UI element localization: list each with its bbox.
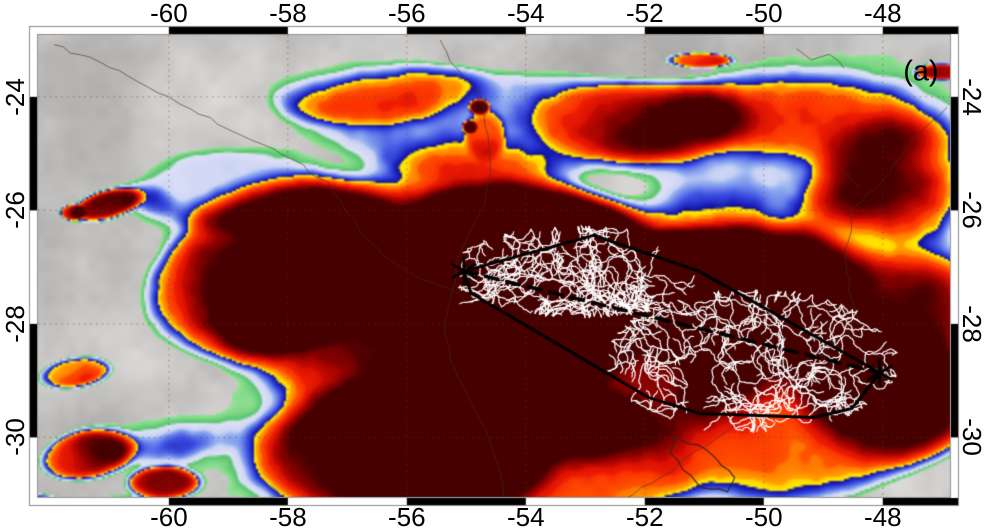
y-tick-label: -28 — [957, 305, 987, 343]
y-tick-label: -30 — [0, 418, 30, 457]
x-tick-label: -50 — [744, 502, 783, 532]
x-tick-label: -48 — [863, 0, 902, 28]
x-tick-label: -58 — [269, 502, 307, 532]
x-tick-label: -50 — [744, 0, 783, 28]
y-tick-label: -24 — [0, 78, 30, 116]
x-tick-label: -60 — [150, 0, 188, 28]
y-tick-label: -30 — [957, 418, 987, 457]
x-tick-label: -54 — [507, 0, 545, 28]
x-tick-label: -52 — [626, 502, 664, 532]
y-tick-label: -28 — [0, 305, 30, 343]
y-tick-label: -26 — [0, 191, 30, 230]
x-tick-label: -58 — [269, 0, 307, 28]
x-tick-label: -56 — [388, 0, 426, 28]
panel-label: (a) — [903, 55, 939, 88]
y-tick-label: -24 — [957, 78, 987, 116]
x-tick-label: -54 — [507, 502, 545, 532]
x-tick-label: -60 — [150, 502, 188, 532]
x-tick-label: -52 — [626, 0, 664, 28]
x-tick-label: -56 — [388, 502, 426, 532]
y-tick-label: -26 — [957, 191, 987, 230]
x-tick-label: -48 — [863, 502, 902, 532]
